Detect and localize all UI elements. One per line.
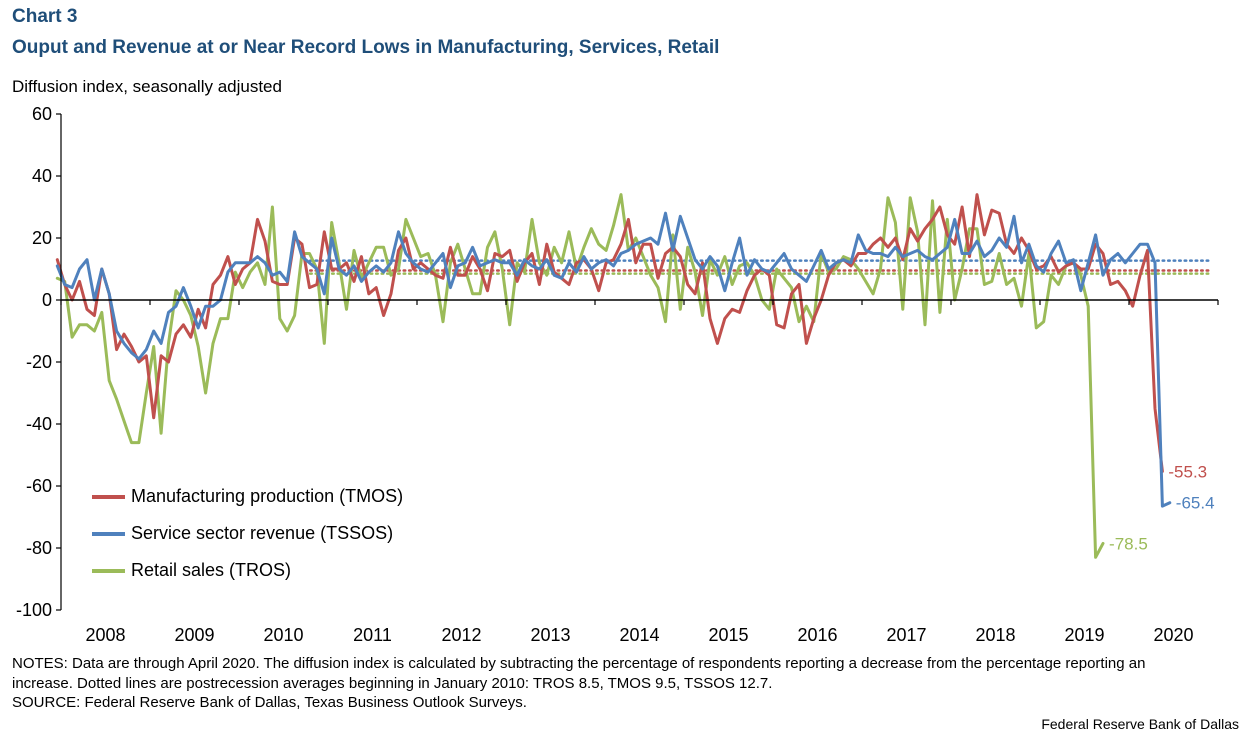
y-axis-unit-label: Diffusion index, seasonally adjusted bbox=[12, 77, 282, 96]
axes bbox=[56, 113, 1219, 611]
chart-number: Chart 3 bbox=[12, 6, 78, 27]
y-tick-label: 60 bbox=[32, 104, 52, 124]
publisher-credit: Federal Reserve Bank of Dallas bbox=[1041, 716, 1239, 732]
x-tick-label: 2008 bbox=[85, 625, 125, 645]
x-tick-label: 2015 bbox=[708, 625, 748, 645]
legend-item-tros: Retail sales (TROS) bbox=[92, 552, 403, 589]
chart-source: SOURCE: Federal Reserve Bank of Dallas, … bbox=[12, 694, 527, 711]
legend-swatch-tros bbox=[92, 568, 125, 573]
legend: Manufacturing production (TMOS) Service … bbox=[92, 478, 403, 589]
chart-title: Ouput and Revenue at or Near Record Lows… bbox=[12, 37, 720, 58]
y-tick-label: -80 bbox=[26, 538, 52, 558]
y-tick-label: -40 bbox=[26, 414, 52, 434]
x-tick-label: 2016 bbox=[797, 625, 837, 645]
x-tick-label: 2010 bbox=[263, 625, 303, 645]
legend-item-tmos: Manufacturing production (TMOS) bbox=[92, 478, 403, 515]
legend-item-tssos: Service sector revenue (TSSOS) bbox=[92, 515, 403, 552]
series-line-tros bbox=[55, 193, 1105, 559]
y-tick-label: -20 bbox=[26, 352, 52, 372]
legend-swatch-tmos bbox=[92, 494, 125, 499]
x-tick-label: 2017 bbox=[886, 625, 926, 645]
x-tick-label: 2018 bbox=[975, 625, 1015, 645]
series-line-tssos bbox=[55, 211, 1172, 508]
y-tick-label: -100 bbox=[16, 600, 52, 620]
x-tick-label: 2011 bbox=[353, 625, 392, 645]
x-tick-label: 2014 bbox=[619, 625, 659, 645]
x-tick-label: 2020 bbox=[1153, 625, 1193, 645]
series-lines bbox=[55, 193, 1172, 559]
y-tick-label: 40 bbox=[32, 166, 52, 186]
x-tick-label: 2012 bbox=[441, 625, 481, 645]
legend-label-tmos: Manufacturing production (TMOS) bbox=[131, 486, 404, 506]
legend-swatch-tssos bbox=[92, 531, 125, 536]
legend-label-tros: Retail sales (TROS) bbox=[131, 560, 292, 580]
legend-label-tssos: Service sector revenue (TSSOS) bbox=[131, 523, 394, 543]
tick-labels: 60 40 20 0 -20 -40 -60 -80 -100 2008 2009 2010 2011 2… bbox=[16, 104, 1215, 645]
y-tick-label: 20 bbox=[32, 228, 52, 248]
chart-notes: NOTES: Data are through April 2020. The … bbox=[12, 655, 1146, 692]
x-tick-label: 2013 bbox=[530, 625, 570, 645]
y-tick-label: -60 bbox=[26, 476, 52, 496]
end-label-tros: -78.5 bbox=[1109, 534, 1148, 553]
end-label-tmos: -55.3 bbox=[1168, 462, 1207, 481]
x-tick-label: 2019 bbox=[1064, 625, 1104, 645]
end-label-tssos: -65.4 bbox=[1176, 494, 1215, 513]
y-tick-label: 0 bbox=[42, 290, 52, 310]
x-tick-label: 2009 bbox=[174, 625, 214, 645]
